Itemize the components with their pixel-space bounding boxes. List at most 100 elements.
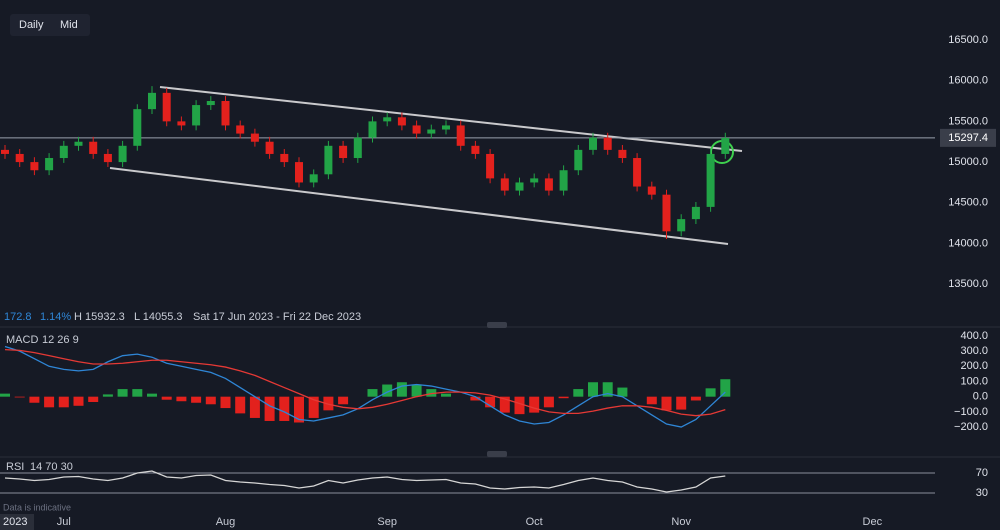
candle-body xyxy=(633,158,642,187)
histogram-bar xyxy=(676,396,687,410)
last-price-box xyxy=(940,128,996,147)
candle-body xyxy=(515,182,524,191)
candle-body xyxy=(89,141,98,154)
candle-body xyxy=(721,137,730,154)
histogram-bar xyxy=(617,387,628,397)
candle-body xyxy=(500,178,509,191)
toolbar xyxy=(10,14,90,36)
y-tick-label: 70 xyxy=(976,467,988,479)
candle-body xyxy=(265,141,274,154)
candle-body xyxy=(559,170,568,191)
histogram-bar xyxy=(558,396,569,399)
candle-body xyxy=(133,109,142,146)
histogram-bar xyxy=(588,382,598,397)
histogram-bar xyxy=(235,396,246,414)
candle-body xyxy=(192,105,201,126)
histogram-bar xyxy=(249,396,260,418)
candle-body xyxy=(295,162,303,183)
candle-body xyxy=(103,153,112,163)
y-tick-label: −100.0 xyxy=(954,406,988,418)
x-tick-label: Dec xyxy=(863,516,883,528)
candle-body xyxy=(471,145,480,154)
histogram-bar xyxy=(147,393,157,397)
rsi-line xyxy=(4,470,726,493)
candle-body xyxy=(603,137,612,150)
histogram-bar xyxy=(102,394,113,397)
y-tick-label: 0.0 xyxy=(973,391,988,403)
histogram-bar xyxy=(338,396,349,405)
candle-body xyxy=(324,145,333,175)
y-tick-label: 300.0 xyxy=(960,345,988,357)
resize-handle[interactable] xyxy=(487,451,507,457)
x-tick-label: Nov xyxy=(671,516,691,528)
histogram-bar xyxy=(367,389,378,397)
price-button[interactable]: Mid xyxy=(60,19,78,31)
change-percent: 1.14% xyxy=(40,311,71,323)
timeframe-button[interactable]: Daily xyxy=(19,19,44,31)
histogram-bar xyxy=(485,396,496,408)
year-label: 2023 xyxy=(3,516,27,528)
x-tick-label: Aug xyxy=(216,516,236,528)
histogram-bar xyxy=(191,396,202,403)
candle-body xyxy=(618,149,627,159)
candle-body xyxy=(236,125,245,134)
y-tick-label: 200.0 xyxy=(960,360,988,372)
candle-body xyxy=(486,153,495,179)
year-box xyxy=(0,514,34,530)
candle-body xyxy=(691,206,700,220)
histogram-bar xyxy=(646,396,657,405)
resize-handle[interactable] xyxy=(487,322,507,328)
histogram-bar xyxy=(441,393,451,397)
last-price-label: 15297.4 xyxy=(948,132,988,144)
histogram-bar xyxy=(514,396,525,415)
histogram-bar xyxy=(73,396,84,406)
y-tick-label: −200.0 xyxy=(954,421,988,433)
y-tick-label: 100.0 xyxy=(960,375,988,387)
high: H 15932.3 xyxy=(74,311,125,323)
candle-body xyxy=(442,125,450,130)
candle-body xyxy=(412,125,421,134)
macd-line xyxy=(4,345,726,428)
histogram-bar xyxy=(176,396,187,402)
low: L 14055.3 xyxy=(134,311,183,323)
histogram-bar xyxy=(0,393,10,397)
y-tick-label: 15000.0 xyxy=(948,156,988,168)
histogram-bar xyxy=(705,388,716,397)
histogram-bar xyxy=(382,384,393,397)
macd-params: 12 26 9 xyxy=(42,334,79,346)
rsi-params: 14 70 30 xyxy=(30,461,73,473)
histogram-bar xyxy=(117,389,128,397)
candle-body xyxy=(162,92,171,122)
histogram-bar xyxy=(161,396,172,400)
histogram-bar xyxy=(323,396,334,411)
candle-body xyxy=(368,121,377,138)
candle-body xyxy=(177,121,186,126)
histogram-bar xyxy=(661,396,672,411)
candle-body xyxy=(15,153,24,163)
candle-body xyxy=(74,141,83,146)
y-tick-label: 16500.0 xyxy=(948,34,988,46)
candle-body xyxy=(118,145,127,163)
y-tick-label: 15500.0 xyxy=(948,115,988,127)
macd-line xyxy=(4,348,726,417)
candle-body xyxy=(309,174,318,183)
y-tick-label: 14500.0 xyxy=(948,197,988,209)
histogram-bar xyxy=(294,396,304,423)
histogram-bar xyxy=(470,396,481,401)
histogram-bar xyxy=(279,396,290,421)
histogram-bar xyxy=(205,396,216,405)
histogram-bar xyxy=(720,379,731,397)
histogram-bar xyxy=(499,396,510,413)
candle-body xyxy=(250,133,259,142)
candle-body xyxy=(339,145,348,159)
change: 172.8 xyxy=(4,311,32,323)
x-tick-label: Sep xyxy=(377,516,397,528)
channel-line xyxy=(109,167,729,245)
candle-body xyxy=(706,153,715,207)
channel-line xyxy=(159,86,743,152)
candle-body xyxy=(353,137,362,159)
histogram-bar xyxy=(396,382,407,397)
histogram-bar xyxy=(88,396,99,402)
